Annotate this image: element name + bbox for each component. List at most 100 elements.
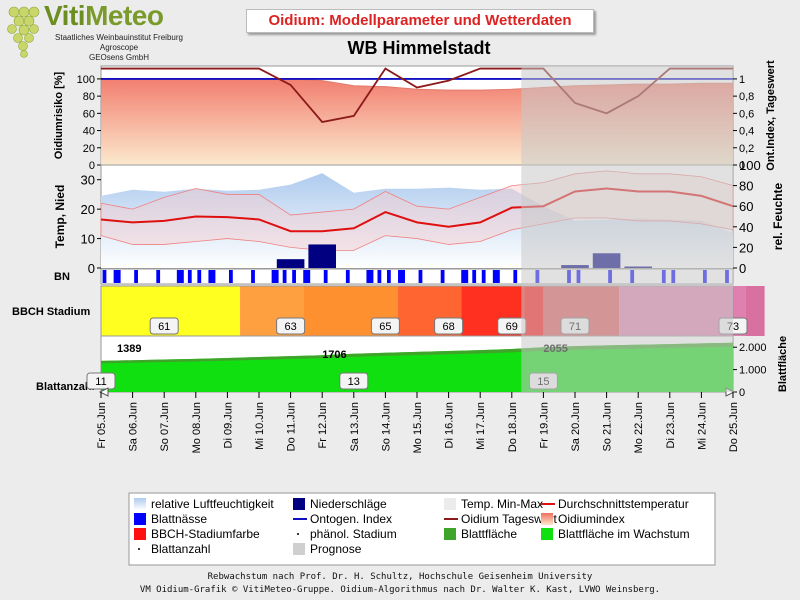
blattnaesse-bar: [197, 270, 202, 283]
blattanzahl-box: [339, 372, 369, 390]
blattnaesse-bar: [176, 270, 184, 283]
legend-label: Blattfläche im Wachstum: [558, 527, 690, 541]
bbch-stage-box: [276, 317, 306, 335]
x-tick-label: Mi 24.Jun: [696, 402, 708, 450]
wetter-ytick-label-right: 100: [739, 158, 761, 173]
legend-label: Niederschläge: [310, 497, 387, 511]
scroll-left-arrow: [98, 387, 109, 397]
oidium-ytick-label-right: 0,6: [739, 108, 754, 120]
x-tick-label: Mo 22.Jun: [633, 402, 645, 453]
blattflaeche-value-label: 1389: [117, 343, 141, 355]
legend-label: Blattfläche: [461, 527, 517, 541]
rain-bar: [276, 259, 305, 268]
wetter-ytick-label-left: 30: [81, 173, 95, 188]
legend-box: [128, 492, 716, 566]
blattnaesse-bar: [187, 270, 192, 283]
oidium-ytick-label-right: 0: [739, 160, 745, 172]
legend-label: phänol. Stadium: [310, 527, 397, 541]
blatt-ytick-label-right: 0: [739, 387, 745, 399]
oidium-ytick-label-right: 0,2: [739, 143, 754, 155]
x-tick-label: Mi 17.Jun: [475, 402, 487, 450]
oidium-ylabel-left: Oidiumrisiko [%]: [53, 71, 65, 159]
x-tick-label: Sa 13.Jun: [349, 402, 361, 452]
legend-label: Durchschnittstemperatur: [558, 497, 689, 511]
oidium-ytick-label-right: 1: [739, 74, 745, 86]
wetter-ytick-label-left: 10: [81, 232, 95, 247]
chart-title-box: Oidium: Modellparameter und Wetterdaten: [246, 9, 594, 33]
blatt-ytick-label-right: 1.000: [739, 365, 767, 377]
wetter-ytick-label-right: 60: [739, 199, 753, 214]
bn-label: BN: [54, 271, 70, 283]
x-tick-label: Mo 15.Jun: [412, 402, 424, 453]
blattnaesse-bar: [323, 270, 328, 283]
blattnaesse-bar: [251, 270, 255, 283]
legend-swatch: [138, 548, 140, 550]
wetter-ytick-label-right: 0: [739, 261, 746, 276]
blattnaesse-bar: [271, 270, 279, 283]
x-tick-label: Mi 10.Jun: [254, 402, 266, 450]
blattnaesse-bar: [292, 270, 296, 283]
blattnaesse-bar: [440, 270, 445, 283]
legend-swatch: [134, 513, 146, 525]
blattnaesse-bar: [513, 270, 518, 283]
legend-swatch: [444, 498, 456, 510]
legend-label: Temp. Min-Max: [461, 497, 543, 511]
blattnaesse-bar: [461, 270, 469, 283]
oidium-ylabel-right: Ont.Index, Tageswert: [765, 60, 777, 171]
bbch-stage-box: [370, 317, 400, 335]
x-tick-label: Fr 05.Jun: [96, 402, 108, 448]
rain-bar: [308, 244, 336, 268]
legend-label: Oidium Tageswert: [461, 512, 557, 526]
wetter-ytick-label-left: 20: [81, 202, 95, 217]
wetter-ytick-label-right: 80: [739, 179, 753, 194]
oidium-ytick-label-left: 100: [77, 74, 95, 86]
blattanzahl-value: 13: [348, 376, 360, 388]
legend-swatch: [134, 528, 146, 540]
bbch-stage-value: 63: [284, 321, 296, 333]
blattnaesse-bar: [102, 270, 107, 283]
x-tick-label: Sa 06.Jun: [128, 402, 140, 452]
wetter-ytick-label-left: 0: [88, 261, 95, 276]
blattnaesse-bar: [228, 270, 233, 283]
oidium-ytick-label-left: 40: [83, 126, 95, 138]
blattnaesse-bar: [377, 270, 382, 283]
blattnaesse-bar: [113, 270, 121, 283]
legend-label: Prognose: [310, 542, 362, 556]
blattanzahl-label: Blattanzahl: [36, 381, 95, 393]
blattnaesse-bar: [134, 270, 138, 283]
blattnaesse-bar: [418, 270, 423, 283]
blattnaesse-bar: [156, 270, 161, 283]
x-tick-label: Di 09.Jun: [222, 402, 234, 448]
oidium-ytick-label-right: 0,4: [739, 126, 754, 138]
legend-label: Blattanzahl: [151, 542, 210, 556]
bbch-stage-value: 61: [158, 321, 170, 333]
x-tick-label: So 14.Jun: [380, 402, 392, 452]
legend-swatch: [541, 528, 553, 540]
legend-label: relative Luftfeuchtigkeit: [151, 497, 274, 511]
bbch-label: BBCH Stadium: [12, 306, 90, 318]
legend-swatch: [134, 498, 146, 510]
x-tick-label: So 21.Jun: [602, 402, 614, 452]
x-tick-label: Sa 20.Jun: [570, 402, 582, 452]
x-tick-label: Di 23.Jun: [665, 402, 677, 448]
legend-label: BBCH-Stadiumfarbe: [151, 527, 260, 541]
wetter-ytick-label-right: 40: [739, 220, 753, 235]
blattnaesse-bar: [472, 270, 477, 283]
blattnaesse-bar: [481, 270, 486, 283]
blattnaesse-bar: [345, 270, 350, 283]
vitimeteo-logo: VitiMeteo Staatliches Weinbauinstitut Fr…: [4, 0, 204, 62]
grapes-icon: [7, 6, 40, 58]
blattnaesse-bar: [492, 270, 500, 283]
legend-swatch: [297, 533, 299, 535]
blattnaesse-bar: [398, 270, 405, 283]
footer-line-2: VM Oidium-Grafik © VitiMeteo-Gruppe. Oid…: [139, 585, 661, 595]
legend-label: Blattnässe: [151, 512, 207, 526]
blattnaesse-bar: [282, 270, 287, 283]
x-tick-label: Mo 08.Jun: [191, 402, 203, 453]
x-tick-label: Do 11.Jun: [286, 402, 298, 451]
blatt-ytick-label-right: 2.000: [739, 342, 767, 354]
station-name: WB Himmelstadt: [347, 38, 491, 58]
blattnaesse-bar: [366, 270, 374, 283]
legend-label: Oidiumindex: [558, 512, 625, 526]
